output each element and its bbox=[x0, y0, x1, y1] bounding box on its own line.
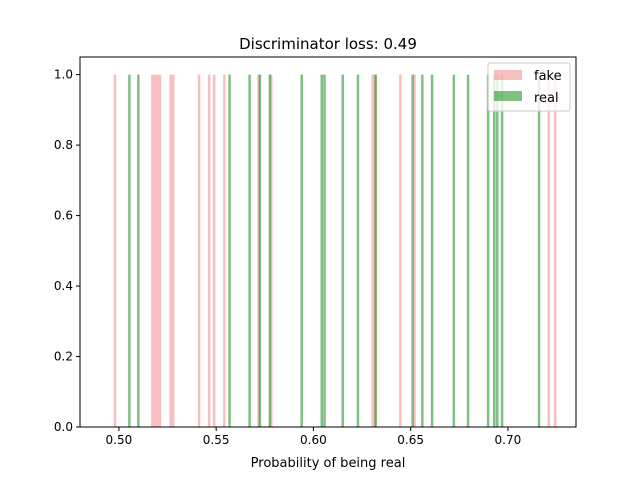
real-bar bbox=[228, 74, 231, 428]
fake-bar bbox=[413, 74, 416, 428]
y-tick-label: 0.4 bbox=[54, 279, 73, 293]
real-bar bbox=[486, 74, 490, 428]
fake-bar bbox=[158, 74, 162, 428]
chart-title: Discriminator loss: 0.49 bbox=[239, 35, 417, 53]
x-tick-label: 0.60 bbox=[300, 433, 327, 447]
real-bar bbox=[495, 74, 499, 428]
fake-bar bbox=[156, 74, 159, 428]
fake-bar bbox=[269, 74, 273, 428]
y-tick-label: 1.0 bbox=[54, 68, 73, 82]
fake-bar bbox=[197, 74, 201, 428]
real-bar bbox=[452, 74, 456, 428]
x-tick-label: 0.55 bbox=[203, 433, 230, 447]
real-bar bbox=[430, 74, 434, 428]
real-bar bbox=[374, 74, 377, 428]
y-tick-label: 0.2 bbox=[54, 350, 73, 364]
real-bar bbox=[248, 74, 251, 428]
legend-label-real: real bbox=[534, 91, 559, 106]
fake-bars bbox=[113, 74, 557, 428]
y-tick-label: 0.0 bbox=[54, 420, 73, 434]
x-tick-label: 0.65 bbox=[397, 433, 424, 447]
fake-bar bbox=[171, 74, 175, 428]
fake-bar bbox=[399, 74, 402, 428]
legend-label-fake: fake bbox=[534, 69, 562, 84]
real-bar bbox=[500, 74, 504, 428]
real-bar bbox=[341, 74, 345, 428]
x-axis-label: Probability of being real bbox=[251, 456, 406, 471]
real-bars bbox=[128, 74, 541, 428]
plot-area-frame bbox=[79, 56, 577, 428]
real-bar bbox=[320, 74, 324, 428]
real-bar bbox=[411, 74, 414, 428]
real-bar bbox=[137, 74, 140, 428]
fake-bar bbox=[153, 74, 157, 428]
real-bar bbox=[258, 74, 262, 428]
x-tick-label: 0.70 bbox=[495, 433, 522, 447]
real-bar bbox=[466, 74, 470, 428]
fake-bar bbox=[257, 74, 260, 428]
y-tick-label: 0.8 bbox=[54, 138, 73, 152]
fake-bar bbox=[547, 74, 551, 428]
fake-bar bbox=[212, 74, 216, 428]
real-bar bbox=[128, 74, 131, 428]
real-bar bbox=[493, 74, 496, 428]
real-bar bbox=[537, 74, 541, 428]
real-bar bbox=[323, 74, 326, 428]
fake-bar bbox=[207, 74, 211, 428]
real-bar bbox=[356, 74, 360, 428]
x-tick-label: 0.50 bbox=[106, 433, 133, 447]
real-bar bbox=[268, 74, 272, 428]
fake-bar bbox=[223, 74, 226, 428]
x-axis-ticks: 0.50 0.55 0.60 0.65 0.70 bbox=[106, 427, 522, 447]
fake-bar bbox=[553, 74, 557, 428]
real-bar bbox=[300, 74, 303, 428]
legend: fake real bbox=[487, 62, 571, 112]
fake-bar bbox=[169, 74, 172, 428]
legend-swatch-fake bbox=[494, 70, 522, 80]
fake-bar bbox=[371, 74, 374, 428]
real-bar bbox=[421, 74, 424, 428]
y-axis-ticks: 0.0 0.2 0.4 0.6 0.8 1.0 bbox=[54, 68, 80, 434]
fake-bar bbox=[151, 74, 154, 428]
fake-bar bbox=[113, 74, 117, 428]
legend-swatch-real bbox=[494, 91, 522, 101]
y-tick-label: 0.6 bbox=[54, 209, 73, 223]
